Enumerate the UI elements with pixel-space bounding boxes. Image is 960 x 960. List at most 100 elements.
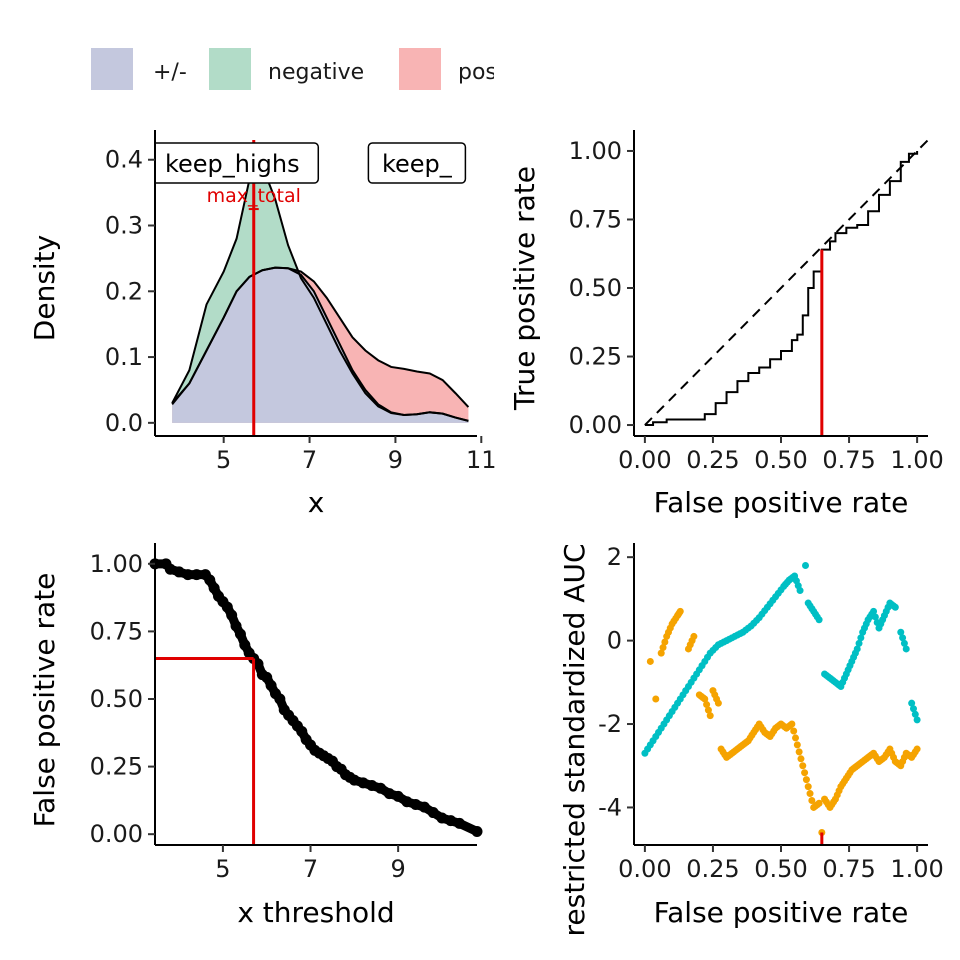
density-line-2 — [171, 266, 470, 408]
legend-clip — [494, 40, 554, 100]
density-y-tick-label: 0.1 — [105, 343, 143, 371]
fpr-threshold-point — [221, 601, 233, 613]
auc-point-teal — [891, 603, 899, 611]
fpr-x-tick-label: 7 — [303, 855, 318, 883]
density-box-label-1: keep_ — [367, 142, 467, 184]
auc-point-fill — [790, 727, 798, 735]
fpr-threshold-point — [436, 812, 448, 824]
fpr-threshold-point — [204, 574, 216, 586]
auc-point-fill — [909, 705, 917, 713]
fpr-x-title: x threshold — [237, 896, 394, 929]
density-axes: 5 7 9 11 0.0 0.1 0.2 0.3 0.4 x Density — [28, 130, 497, 519]
roc-x-tick-label: 0.00 — [618, 446, 671, 474]
auc-point-teal — [853, 645, 861, 653]
fpr-y-tick-label: 0.75 — [90, 617, 143, 645]
auc-point-teal — [870, 607, 878, 615]
auc-point-teal — [913, 716, 921, 724]
fpr-y-tick-label: 0.50 — [90, 685, 143, 713]
roc-x-tick-label: 1.00 — [890, 446, 943, 474]
legend-label-0: +/- — [153, 60, 187, 85]
legend-key-2 — [399, 48, 441, 90]
fpr-y-tick-label: 0.00 — [90, 820, 143, 848]
auc-point-fill — [801, 769, 809, 777]
roc-y-tick-label: 1.00 — [569, 137, 622, 165]
roc-y-tick-label: 0.50 — [569, 274, 622, 302]
legend-label-1: negative — [268, 60, 364, 85]
auc-point-orange — [714, 699, 722, 707]
auc-plot — [641, 562, 921, 845]
fpr-threshold-point — [296, 725, 308, 737]
roc-x-tick-label: 0.25 — [686, 446, 739, 474]
fpr-threshold-point — [252, 658, 264, 670]
fpr-threshold-point — [261, 671, 273, 683]
auc-y-tick-label: 0 — [607, 627, 622, 655]
auc-point-fill — [808, 797, 816, 805]
auc-point-fill — [703, 701, 711, 709]
density-x-title: x — [308, 486, 325, 519]
roc-curve — [644, 150, 919, 427]
density-box-label-text: keep_highs — [165, 150, 300, 178]
density-y-title: Density — [28, 235, 61, 341]
density-x-tick-label: 7 — [302, 446, 317, 474]
density-y-tick-label: 0.4 — [105, 146, 143, 174]
fpr-x-tick-label: 5 — [215, 855, 230, 883]
auc-point-teal — [802, 562, 809, 570]
roc-x-tick-label: 0.50 — [754, 446, 807, 474]
legend-key-1 — [209, 48, 251, 90]
auc-point-orange — [793, 741, 801, 749]
density-box-label-frame — [367, 142, 467, 184]
density-annotation: max_total — [207, 185, 301, 207]
auc-point-fill — [792, 734, 800, 742]
density-area-pm — [172, 267, 469, 423]
auc-y-tick-label: 2 — [607, 543, 622, 571]
auc-point-teal — [902, 645, 910, 653]
density-y-tick-label: 0.2 — [105, 277, 143, 305]
roc-y-tick-label: 0.00 — [569, 411, 622, 439]
legend-key-0 — [91, 48, 133, 90]
fpr-threshold-point — [191, 569, 203, 581]
density-x-tick-label: 5 — [216, 446, 231, 474]
auc-point-orange — [657, 649, 665, 657]
fpr-threshold-point — [164, 563, 176, 575]
auc-point-teal — [908, 699, 916, 707]
density-y-tick-label: 0.0 — [105, 409, 143, 437]
roc-plot — [644, 139, 929, 436]
auc-y-tick-label: -2 — [598, 710, 622, 738]
auc-x-tick-label: 0.75 — [822, 855, 875, 883]
fpr-threshold-point — [239, 639, 251, 651]
roc-x-tick-label: 0.75 — [822, 446, 875, 474]
auc-x-title: False positive rate — [654, 896, 909, 929]
density-line-1 — [171, 164, 469, 422]
density-box-label-frame — [155, 142, 320, 184]
fpr-threshold-point — [230, 620, 242, 632]
auc-point-fill — [871, 613, 879, 621]
fpr-threshold-point — [357, 777, 369, 789]
auc-axes: 0.00 0.25 0.50 0.75 1.00 -4 -2 0 2 False positive… — [558, 543, 944, 937]
fpr-threshold-point — [173, 566, 185, 578]
auc-point-orange — [804, 783, 812, 791]
auc-point-teal — [796, 587, 804, 595]
auc-point-teal — [897, 628, 905, 636]
auc-point-fill — [911, 710, 919, 718]
fpr-threshold-point — [274, 693, 286, 705]
density-box-label-text: keep_ — [382, 150, 453, 178]
fpr-threshold-point — [265, 679, 277, 691]
legend-label-2: pos — [458, 60, 497, 85]
auc-point-fill — [661, 638, 669, 646]
fpr-threshold-trace — [150, 559, 482, 836]
auc-point-orange — [646, 657, 654, 665]
fpr-axes: 5 7 9 0.00 0.25 0.50 0.75 1.00 x threshold False … — [28, 543, 477, 929]
fpr-threshold-point — [453, 817, 465, 829]
auc-point-orange — [913, 745, 921, 753]
auc-point-orange — [815, 799, 823, 807]
fpr-y-tick-label: 0.25 — [90, 753, 143, 781]
auc-point-fill — [659, 644, 667, 652]
roc-y-tick-label: 0.75 — [569, 205, 622, 233]
fpr-threshold-point — [392, 790, 404, 802]
auc-point-orange — [799, 762, 807, 770]
auc-point-orange — [788, 720, 796, 728]
fpr-threshold-point — [208, 582, 220, 594]
auc-point-fill — [806, 790, 814, 798]
density-x-tick-label: 9 — [388, 446, 403, 474]
